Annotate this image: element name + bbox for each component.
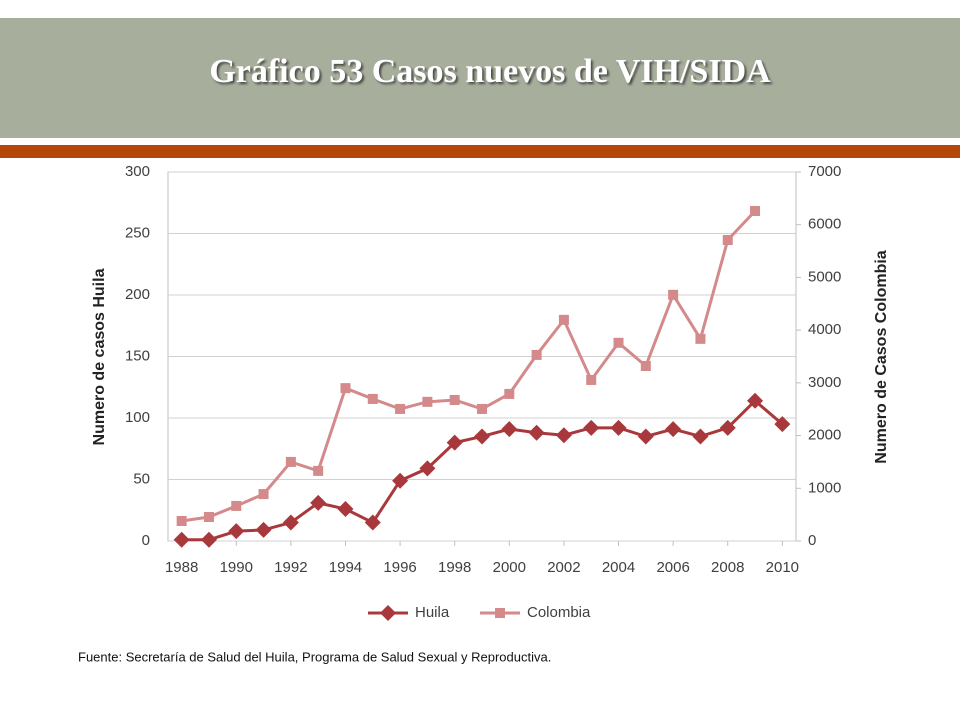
y2-tick-label: 0 (808, 532, 816, 549)
source-note: Fuente: Secretaría de Salud del Huila, P… (78, 649, 551, 664)
y2-tick-label: 1000 (808, 479, 841, 496)
data-point (722, 235, 733, 246)
data-point (255, 521, 272, 538)
data-point (282, 514, 299, 531)
accent-band (0, 145, 960, 158)
data-point (750, 206, 761, 217)
data-point (337, 501, 354, 518)
x-tick-label: 1994 (329, 559, 362, 576)
y-tick-label: 200 (125, 286, 150, 303)
x-tick-label: 1988 (165, 559, 198, 576)
data-point (395, 403, 406, 414)
y2-tick-label: 2000 (808, 427, 841, 444)
data-point (528, 424, 545, 441)
legend-label: Colombia (527, 604, 591, 621)
series-line (181, 209, 757, 523)
data-point (419, 460, 436, 477)
data-point (637, 428, 654, 445)
data-point (176, 515, 187, 526)
x-tick-label: 1996 (383, 559, 416, 576)
data-point (695, 333, 706, 344)
data-point (446, 434, 463, 451)
data-point (665, 421, 682, 438)
data-point (228, 523, 245, 540)
legend-label: Huila (415, 604, 450, 621)
y2-tick-label: 6000 (808, 216, 841, 233)
data-point (558, 314, 569, 325)
data-point (285, 456, 296, 467)
series-line (181, 398, 784, 542)
data-point (531, 349, 542, 360)
data-point (173, 531, 190, 548)
data-point (501, 421, 518, 438)
x-tick-label: 1998 (438, 559, 471, 576)
data-point (477, 403, 487, 414)
data-point (504, 388, 515, 399)
x-tick-label: 2002 (547, 559, 580, 576)
data-point (310, 494, 327, 511)
data-point (668, 289, 679, 300)
slide-title: Gráfico 53 Casos nuevos de VIH/SIDA (209, 53, 771, 90)
x-tick-label: 1992 (274, 559, 307, 576)
data-point (640, 360, 651, 371)
y-tick-label: 250 (125, 224, 150, 241)
x-tick-label: 2008 (711, 559, 744, 576)
x-tick-label: 2004 (602, 559, 635, 576)
data-point (583, 419, 600, 436)
data-point (586, 374, 597, 385)
data-point (258, 489, 269, 500)
x-tick-label: 2000 (493, 559, 526, 576)
data-point (610, 419, 627, 436)
y-tick-label: 0 (142, 532, 150, 549)
data-point (719, 419, 736, 436)
data-point (340, 383, 351, 394)
y-tick-label: 300 (125, 163, 150, 180)
data-point (313, 465, 324, 476)
data-point (474, 428, 490, 445)
data-point (774, 416, 791, 433)
legend-marker (380, 605, 396, 621)
data-point (449, 394, 460, 405)
legend-marker (495, 608, 505, 618)
data-point (367, 393, 378, 404)
data-point (422, 396, 433, 407)
data-point (747, 392, 764, 409)
y2-axis-title: Numero de Casos Colombia (873, 250, 890, 463)
data-point (231, 500, 242, 511)
y2-tick-label: 4000 (808, 321, 841, 338)
data-point (613, 337, 624, 348)
x-tick-label: 2006 (656, 559, 689, 576)
y-axis-title: Numero de casos Huila (91, 268, 108, 445)
data-point (692, 428, 709, 445)
data-point (200, 531, 217, 548)
data-point (392, 472, 409, 489)
y-tick-label: 100 (125, 409, 150, 426)
data-point (364, 514, 381, 531)
y-tick-label: 150 (125, 347, 150, 364)
data-point (203, 512, 214, 523)
y-tick-label: 50 (133, 470, 150, 487)
x-tick-label: 1990 (220, 559, 253, 576)
y2-tick-label: 3000 (808, 374, 841, 391)
y2-tick-label: 7000 (808, 163, 841, 180)
y2-tick-label: 5000 (808, 268, 841, 285)
data-point (555, 427, 572, 444)
x-tick-label: 2010 (766, 559, 799, 576)
header-band (0, 18, 960, 138)
